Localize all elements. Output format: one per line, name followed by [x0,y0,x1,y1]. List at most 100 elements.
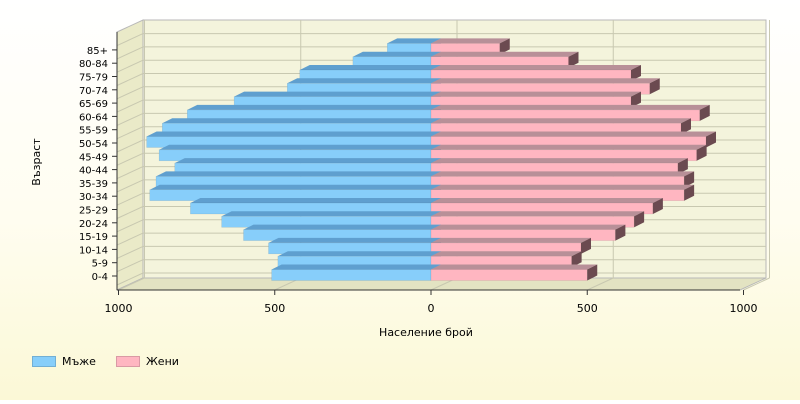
bar-male-0-4-front [271,269,432,281]
grid-line-side [116,139,144,153]
bar-male-35-39-top [156,171,441,177]
bar-female-75-79-top [431,65,641,70]
grid-line-floor [743,277,770,291]
x-tick-label: 0 [428,302,435,315]
grid-line-side [116,46,144,60]
bar-female-45-49-side [696,144,707,161]
legend-swatch-male [32,356,56,367]
bar-female-45-49-top [431,144,707,150]
y-tick-label: 65-69 [79,99,108,110]
bar-female-30-34-side [684,184,695,201]
bar-female-25-29-side [652,198,663,214]
grid-line-side [116,86,144,100]
bar-female-60-64-side [699,104,710,121]
grid-line-side [116,112,144,126]
grid-line-side [116,179,144,193]
bar-female-70-74 [430,78,660,95]
y-tick-label: 15-19 [79,232,108,243]
bar-female-85+-side [499,38,510,55]
bar-female-10-14-top [431,237,591,243]
bar-female-20-24-side [634,211,645,228]
bar-male-30-34-top [149,184,441,190]
bar-male-0-4-top [271,264,441,270]
bar-female-10-14-side [581,237,591,254]
legend-item-female: Жени [115,355,179,368]
x-axis-title: Население брой [379,326,473,339]
legend-label-female: Жени [145,355,179,368]
bar-female-50-54-side [706,131,716,148]
grid-line-side [116,73,144,86]
bar-female-85+-top [431,38,510,44]
bar-male-45-49-top [159,144,441,150]
bar-male-15-19-top [243,224,441,230]
grid-line-side [116,166,144,180]
bar-female-80-84-side [568,51,579,68]
bar-female-60-64-top [431,104,710,110]
bar-male-10-14-top [268,237,441,243]
bar-male-20-24-top [221,211,441,217]
y-tick-label: 35-39 [79,179,108,190]
bar-female-25-29-top [431,198,663,203]
y-tick-label: 10-14 [79,245,108,256]
grid-line-side [116,272,144,286]
y-tick-label: 45-49 [79,152,108,163]
bar-female-5-9-side [571,251,582,268]
legend-item-male: Мъже [32,355,96,368]
bar-male-40-44-top [174,158,441,164]
grid-line-floor [587,277,614,291]
bar-female-40-44-top [431,158,688,164]
grid-line-side [116,59,144,73]
chart-labels: 1000 500 0 500 1000 0-4 5-9 10-14 15-19 20-24 25-2… [30,46,758,339]
grid-line-side [116,126,144,140]
bar-female-70-74-side [649,78,660,95]
y-tick-label: 80-84 [79,59,108,70]
bar-male-50-54-top [146,131,441,137]
bar-female-80-84 [430,51,579,68]
bar-female-20-24 [430,211,645,228]
y-tick-label: 70-74 [79,86,108,97]
grid-line-floor [118,277,145,291]
y-tick-label: 75-79 [79,73,108,84]
bar-female-35-39 [430,171,695,188]
bar-female-35-39-side [684,171,695,188]
y-tick-label: 85+ [87,46,108,57]
bar-male-65-69-top [234,91,441,97]
bar-female-0-4-side [587,264,598,281]
bar-female-65-69-top [431,91,641,97]
bar-female-0-4 [430,264,598,281]
y-tick-label: 40-44 [79,166,108,177]
bar-female-65-69-side [631,91,641,108]
bar-female-15-19-side [615,224,626,241]
grid-line-side [116,192,144,206]
y-tick-label: 5-9 [92,259,108,270]
bar-female-55-59 [430,118,691,135]
grid-line-side [116,259,144,273]
y-tick-label: 20-24 [79,219,108,230]
y-tick-label: 0-4 [92,272,108,283]
bar-female-75-79-side [631,65,641,81]
x-tick-label: 500 [577,302,598,315]
y-tick-label: 25-29 [79,206,108,217]
bar-male-80-84-top [352,51,441,57]
bar-male-70-74-top [287,78,441,84]
bar-male-60-64-top [187,104,441,110]
bar-female-80-84-top [431,51,579,57]
bar-female-5-9 [430,251,582,268]
bar-female-5-9-top [431,251,582,257]
bar-female-40-44 [430,158,688,175]
bar-female-35-39-top [431,171,695,177]
legend-swatch-female [115,356,140,367]
bar-female-0-4-top [431,264,598,270]
bar-female-60-64 [430,104,710,122]
y-tick-label: 30-34 [79,192,108,203]
y-tick-label: 60-64 [79,112,108,123]
bar-male-25-29-top [190,198,441,203]
legend-label-male: Мъже [62,355,96,368]
grid-line-side [116,33,144,47]
chart-legend: Мъже Жени [32,355,179,368]
bar-female-30-34-top [431,184,695,190]
chart-bars [146,38,716,281]
grid-line-side [116,152,144,166]
